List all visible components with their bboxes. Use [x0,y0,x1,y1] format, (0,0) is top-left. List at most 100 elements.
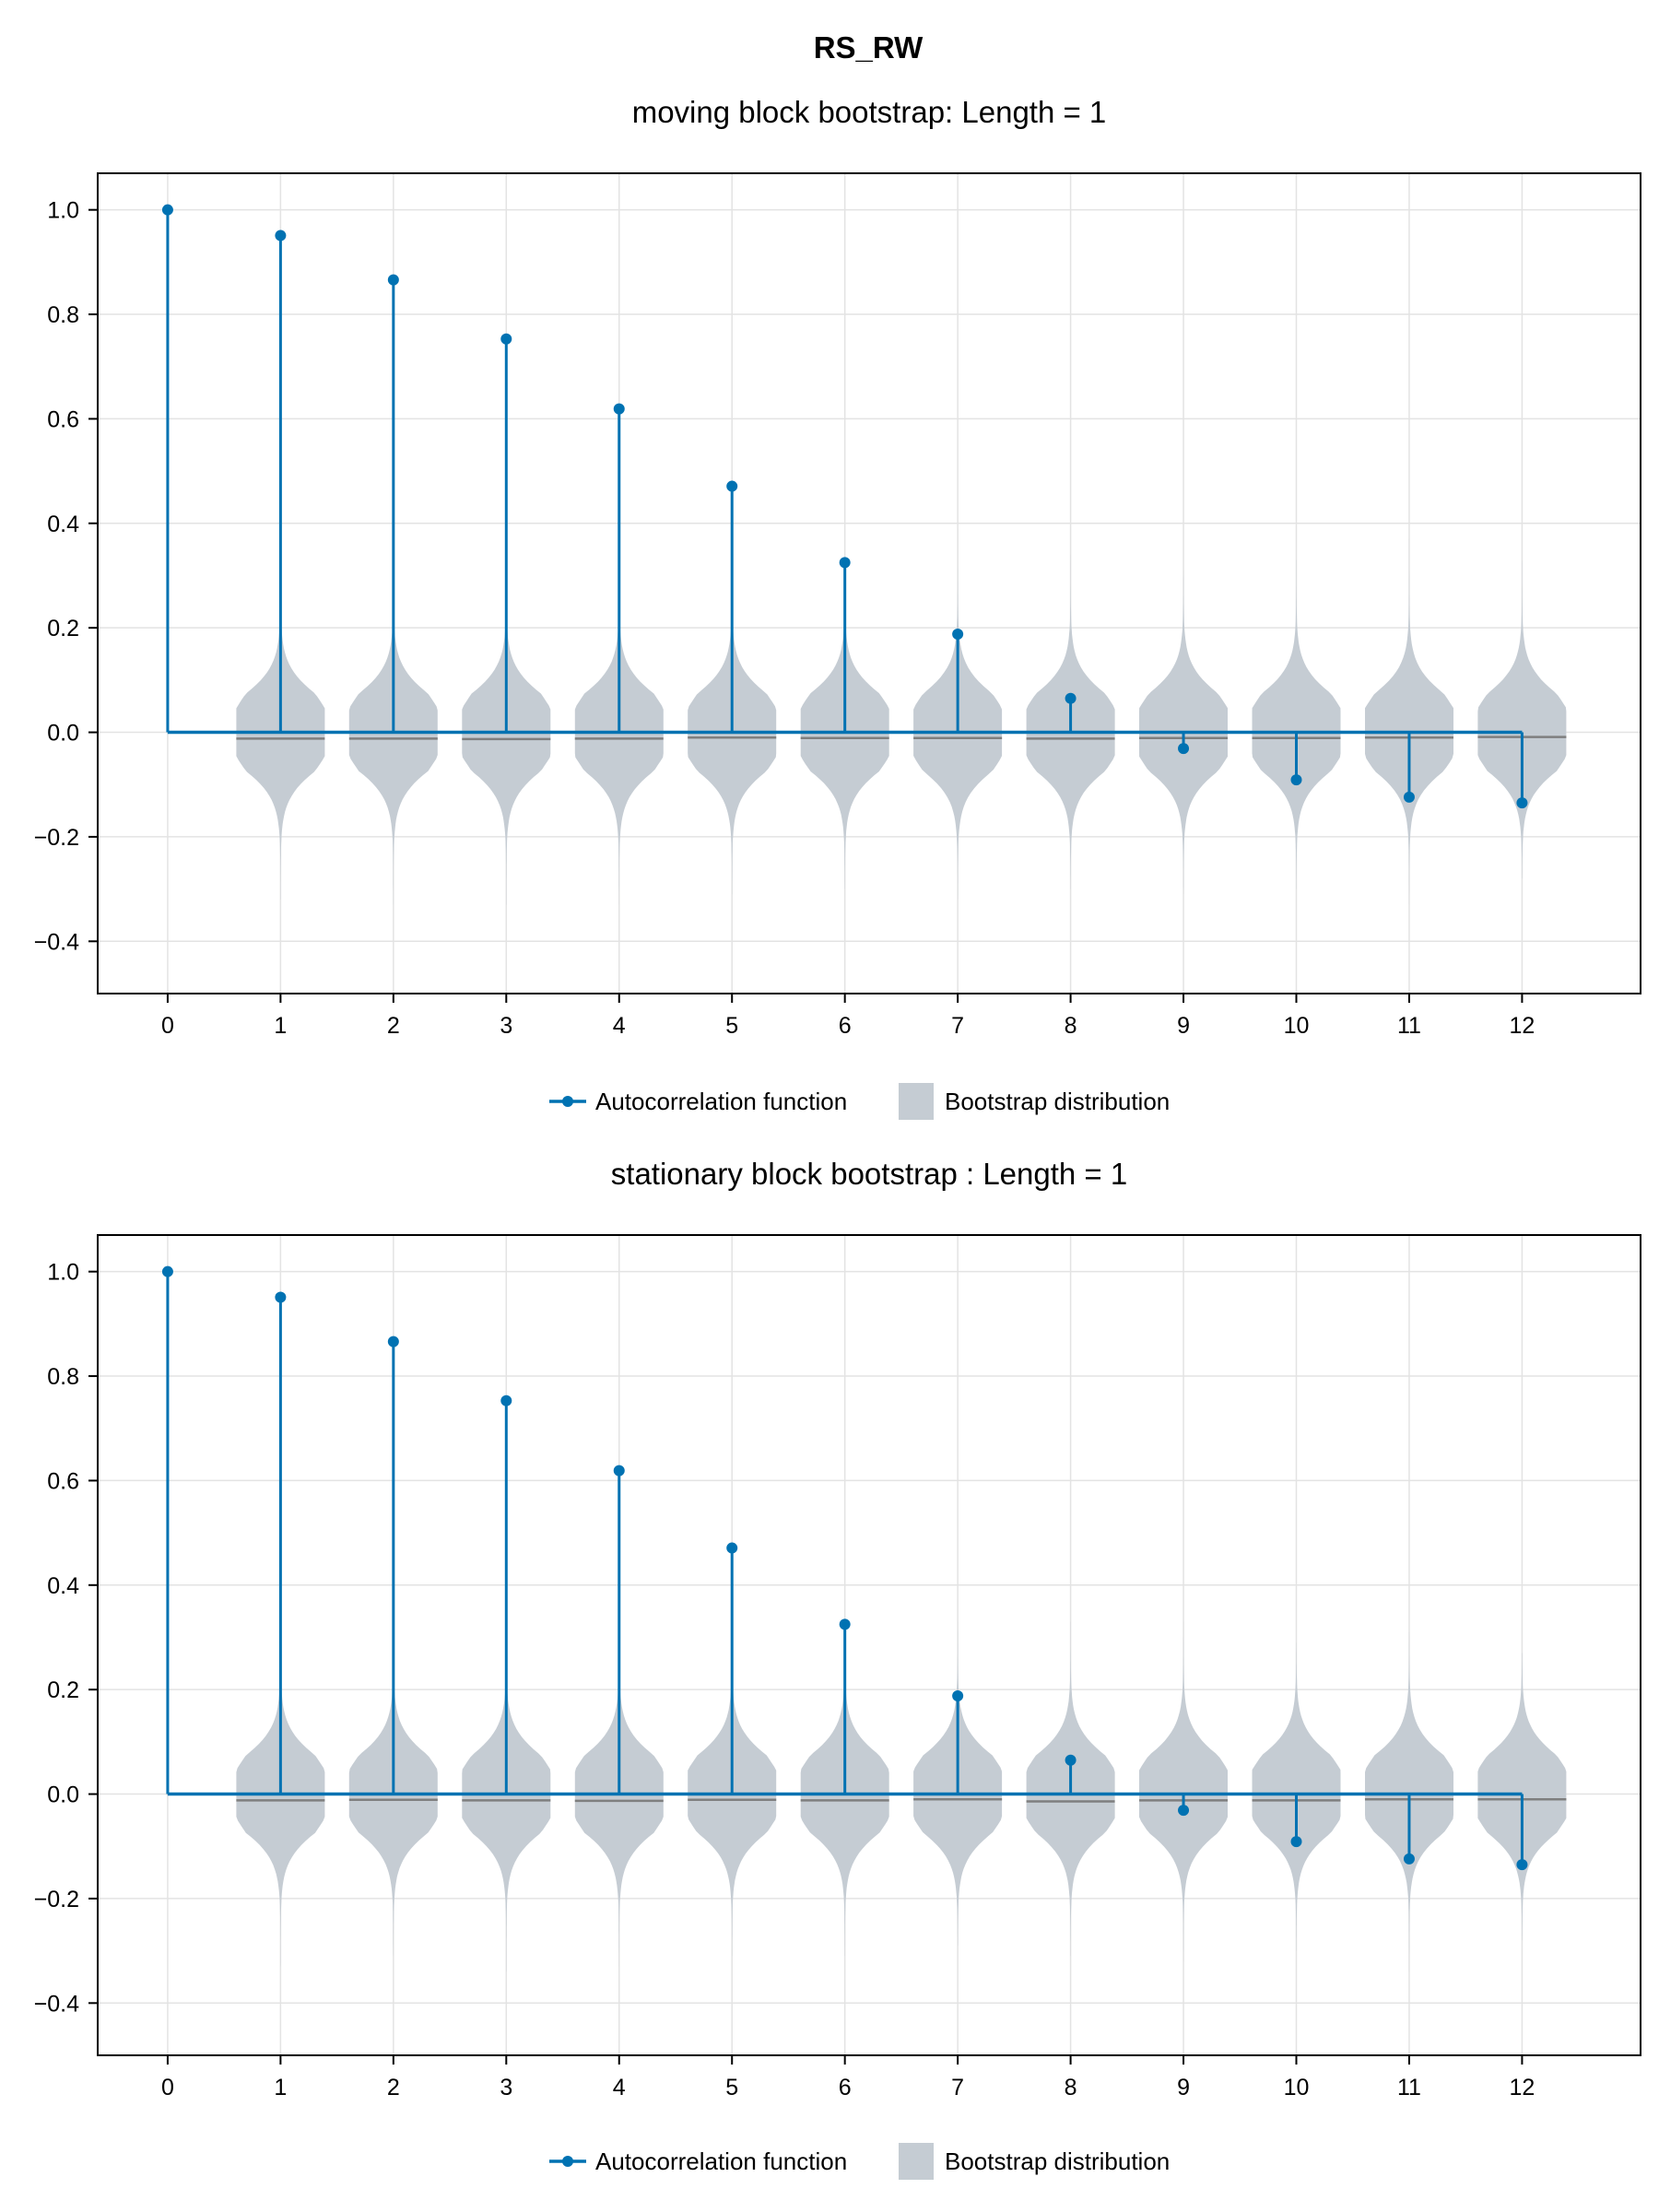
plot-frame [97,1234,1641,2056]
acf-point-lag-7 [952,1689,964,1701]
violin-lag-12 [1477,559,1567,879]
x-tick-label: 3 [500,2075,512,2100]
acf-point-lag-8 [1065,692,1077,704]
violin-lag-9 [1139,1621,1228,1961]
x-tick-label: 3 [500,1013,512,1039]
x-tick-label: 4 [613,2075,626,2100]
legend-acf-marker-icon [562,1096,573,1107]
acf-point-lag-0 [161,204,173,216]
violin-lag-1 [236,1642,325,1967]
violin-lag-6 [800,1637,889,1957]
x-tick-label: 7 [951,2075,964,2100]
violin-lag-10 [1252,559,1341,889]
acf-point-lag-0 [161,1265,173,1277]
acf-point-lag-10 [1290,774,1302,786]
x-tick-label: 5 [725,2075,738,2100]
x-tick-label: 8 [1065,2075,1077,2100]
legend-acf-marker-icon [562,2156,573,2167]
panel-title: stationary block bootstrap : Length = 1 [611,1157,1127,1191]
y-tick-label: 0.2 [47,1677,79,1703]
y-tick-label: 1.0 [47,1260,79,1286]
acf-point-lag-2 [387,274,399,286]
violin-lag-3 [462,1647,551,1972]
acf-point-lag-12 [1516,1859,1528,1871]
x-tick-label: 8 [1065,1013,1077,1039]
x-tick-label: 9 [1177,1013,1190,1039]
y-tick-label: 0.8 [47,1364,79,1390]
acf-point-lag-8 [1065,1754,1077,1766]
y-tick-label: −0.4 [34,929,79,955]
x-tick-label: 6 [839,2075,852,2100]
legend-bootstrap-patch-icon [899,1083,934,1120]
x-tick-label: 0 [161,2075,174,2100]
x-tick-label: 0 [161,1013,174,1039]
violin-lag-11 [1365,538,1453,905]
y-tick-label: 0.8 [47,302,79,328]
legend-label-acf: Autocorrelation function [595,2147,847,2175]
violin-lag-3 [462,585,551,905]
violin-lag-2 [348,581,438,905]
y-tick-label: 0.0 [47,721,79,747]
y-tick-label: 0.0 [47,1783,79,1808]
y-tick-label: 0.6 [47,1468,79,1494]
x-tick-label: 7 [951,1013,964,1039]
acf-point-lag-1 [275,1291,287,1303]
x-tick-label: 1 [274,2075,287,2100]
y-tick-label: 0.2 [47,616,79,641]
acf-point-lag-11 [1403,1853,1415,1865]
violin-lag-5 [688,1653,777,1957]
y-tick-label: 0.4 [47,1573,79,1599]
violin-lag-4 [574,1642,664,1967]
violin-lag-1 [236,581,325,900]
x-tick-label: 9 [1177,2075,1190,2100]
y-tick-label: 0.6 [47,406,79,432]
acf-point-lag-3 [500,1394,512,1406]
acf-point-lag-5 [726,480,738,492]
legend-bootstrap-patch-icon [899,2143,934,2180]
acf-point-lag-9 [1178,743,1190,755]
violin-lag-4 [574,585,664,905]
x-tick-label: 6 [839,1013,852,1039]
legend-label-acf: Autocorrelation function [595,1088,847,1115]
y-tick-label: −0.4 [34,1991,79,2017]
acf-point-lag-10 [1290,1836,1302,1848]
x-tick-label: 10 [1284,1013,1310,1039]
y-tick-label: 1.0 [47,198,79,224]
acf-point-lag-4 [613,403,625,415]
legend: Autocorrelation function Bootstrap distri… [549,1083,1170,1120]
x-tick-label: 12 [1510,1013,1535,1039]
x-tick-label: 4 [613,1013,626,1039]
acf-point-lag-4 [613,1465,625,1477]
chart-panels: moving block bootstrap: Length = 10 1 2 3 4 5… [34,95,1641,2180]
acf-point-lag-5 [726,1542,738,1554]
y-tick-label: −0.2 [34,825,79,851]
acf-point-lag-7 [952,628,964,640]
acf-point-lag-12 [1516,797,1528,809]
legend: Autocorrelation function Bootstrap distri… [549,2143,1170,2180]
acf-point-lag-6 [839,1618,851,1630]
acf-point-lag-9 [1178,1805,1190,1817]
chart-panel-1: moving block bootstrap: Length = 10 1 2 3 4 5… [34,95,1641,1120]
x-tick-label: 2 [387,2075,400,2100]
figure-title: RS_RW [814,30,924,65]
legend-label-bootstrap: Bootstrap distribution [945,2147,1170,2175]
acf-point-lag-3 [500,333,512,345]
acf-point-lag-1 [275,229,287,241]
x-tick-label: 2 [387,1013,400,1039]
y-tick-label: −0.2 [34,1887,79,1912]
y-tick-label: 0.4 [47,512,79,537]
violin-lag-2 [348,1637,438,1957]
acf-point-lag-2 [387,1335,399,1347]
legend-label-bootstrap: Bootstrap distribution [945,1088,1170,1115]
x-tick-label: 5 [725,1013,738,1039]
x-tick-label: 12 [1510,2075,1535,2100]
panel-title: moving block bootstrap: Length = 1 [632,95,1107,129]
chart-panel-2: stationary block bootstrap : Length = 1 0… [34,1157,1641,2180]
x-tick-label: 11 [1397,1013,1421,1039]
x-tick-label: 1 [274,1013,287,1039]
acf-point-lag-6 [839,557,851,569]
plot-frame [97,172,1641,994]
acf-point-lag-11 [1403,791,1415,803]
x-tick-label: 10 [1284,2075,1310,2100]
